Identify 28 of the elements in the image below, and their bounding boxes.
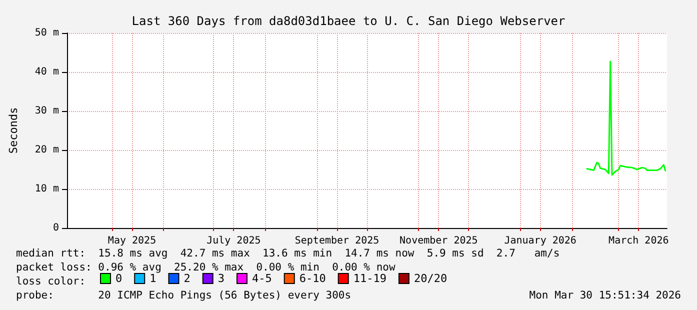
y-axis-title: Seconds: [7, 107, 20, 154]
legend-label: 3: [218, 272, 224, 285]
legend-label: 20/20: [414, 272, 448, 285]
legend-label: 0: [116, 272, 122, 285]
x-tick-label: September 2025: [294, 236, 380, 246]
legend-label: 2: [184, 272, 190, 285]
text: loss color:: [16, 276, 86, 288]
x-tick-label: November 2025: [400, 236, 478, 246]
chart-title: Last 360 Days from da8d03d1baee to U. C. San Diego Webserver: [132, 14, 566, 28]
text: packet loss: 0.96 % avg 25.20 % max 0.00 % min 0.00 % now: [16, 262, 396, 274]
y-tick-label: 40 m: [34, 66, 59, 78]
legend-label: 1: [150, 272, 156, 285]
line-series: [586, 60, 666, 176]
legend-label: 4-5: [252, 272, 272, 285]
y-tick-label: 30 m: [34, 106, 59, 116]
y-tick-label: 50 m: [34, 28, 59, 38]
x-tick-label: July 2025: [206, 236, 261, 246]
x-tick-label: March 2026: [608, 236, 669, 246]
text: Mon Mar 30 15:51:34 2026: [529, 290, 681, 302]
legend-label: 6-10: [299, 272, 326, 285]
y-tick-label: 10 m: [34, 184, 59, 194]
x-tick-label: January 2026: [504, 236, 576, 246]
y-tick-label: 0: [52, 222, 59, 234]
y-tick-label: 20 m: [34, 144, 59, 156]
text: probe: 20 ICMP Echo Pings (56 Bytes) every 300s: [16, 290, 352, 302]
text: median rtt: 15.8 ms avg 42.7 ms max 13.6 ms min 14.7 ms now 5.9 ms sd 2.7 am/s: [16, 248, 560, 260]
legend-label: 11-19: [353, 272, 386, 285]
x-tick-label: May 2025: [108, 236, 156, 246]
